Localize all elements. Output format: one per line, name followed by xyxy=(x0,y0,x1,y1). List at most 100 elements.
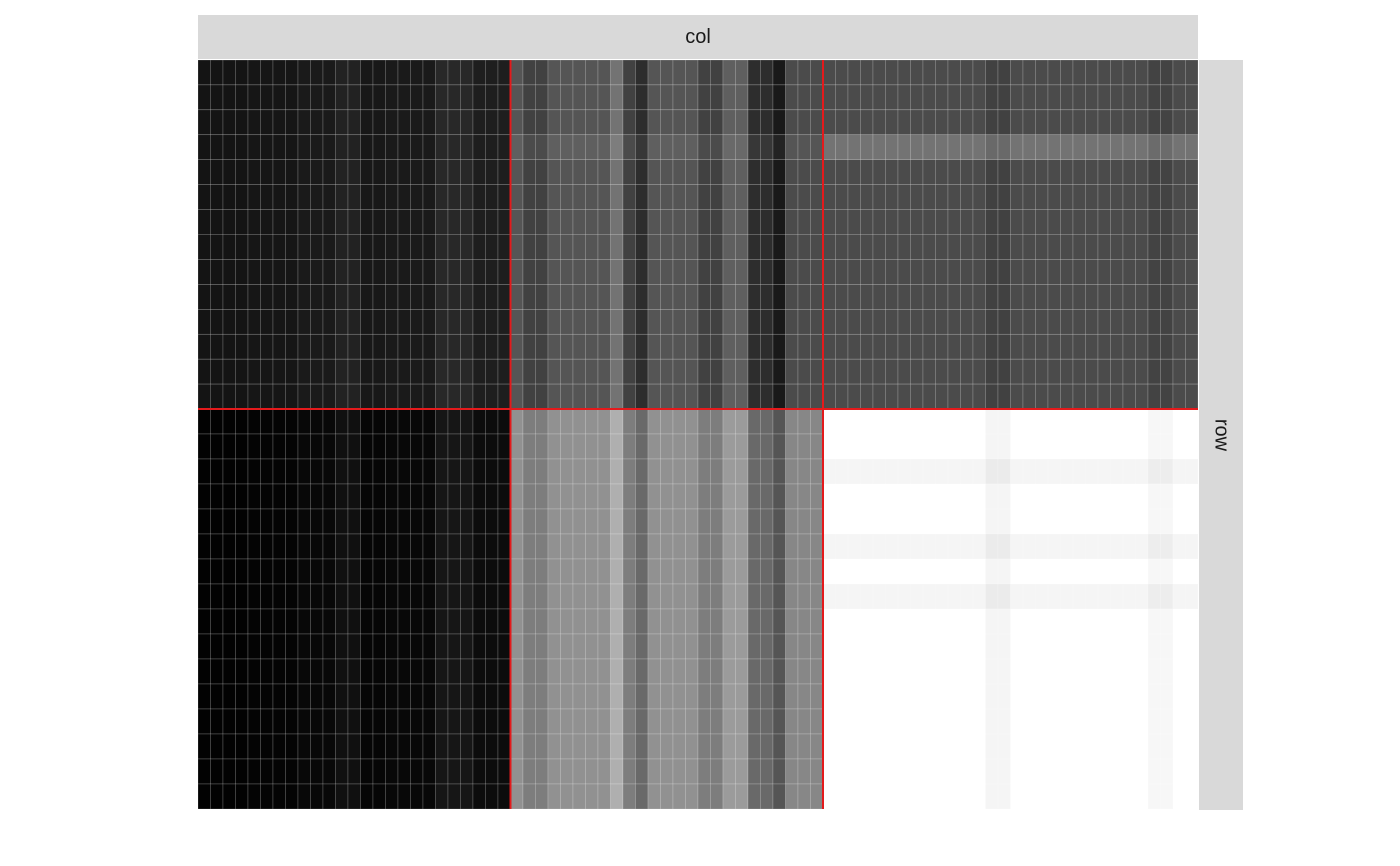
heatmap-cell xyxy=(597,433,611,460)
heatmap-cell xyxy=(1060,683,1074,710)
heatmap-cell xyxy=(785,658,799,685)
heatmap-cell xyxy=(910,309,924,335)
heatmap-cell xyxy=(885,383,899,410)
heatmap-cell xyxy=(522,758,536,785)
heatmap-cell xyxy=(972,184,986,210)
heatmap-cell xyxy=(885,483,899,510)
heatmap-cell xyxy=(910,209,924,235)
heatmap-cell xyxy=(1185,658,1199,685)
heatmap-cell xyxy=(1047,583,1061,610)
heatmap-cell xyxy=(260,683,274,710)
heatmap-cell xyxy=(460,483,474,510)
heatmap-cell xyxy=(297,134,311,160)
heatmap-cell xyxy=(497,284,511,310)
heatmap-cell xyxy=(510,583,524,610)
heatmap-cell xyxy=(310,259,324,285)
heatmap-cell xyxy=(797,533,811,560)
heatmap-cell xyxy=(1022,209,1036,235)
heatmap-cell xyxy=(697,558,711,585)
heatmap-cell xyxy=(935,109,949,136)
heatmap-cell xyxy=(672,608,686,635)
heatmap-cell xyxy=(247,234,261,260)
heatmap-cell xyxy=(997,533,1011,560)
heatmap-cell xyxy=(510,109,524,136)
heatmap-cell xyxy=(935,234,949,260)
heatmap-cell xyxy=(235,184,249,210)
heatmap-cell xyxy=(872,259,886,285)
heatmap-cell xyxy=(310,433,324,460)
heatmap-cell xyxy=(247,84,261,111)
heatmap-cell xyxy=(647,209,661,235)
heatmap-cell xyxy=(397,683,411,710)
heatmap-cell xyxy=(785,109,799,136)
heatmap-cell xyxy=(410,558,424,585)
heatmap-cell xyxy=(685,558,699,585)
heatmap-cell xyxy=(1022,159,1036,185)
heatmap-cell xyxy=(560,358,574,385)
heatmap-cell xyxy=(310,408,324,435)
heatmap-cell xyxy=(847,84,861,111)
heatmap-cell xyxy=(510,358,524,385)
heatmap-cell xyxy=(860,309,874,335)
heatmap-cell xyxy=(672,234,686,260)
heatmap-cell xyxy=(997,433,1011,460)
heatmap-cell xyxy=(547,658,561,685)
heatmap-cell xyxy=(572,159,586,185)
heatmap-cell xyxy=(910,658,924,685)
heatmap-cell xyxy=(910,358,924,385)
heatmap-cell xyxy=(347,783,361,810)
heatmap-cell xyxy=(597,159,611,185)
heatmap-cell xyxy=(322,84,336,111)
heatmap-cell xyxy=(747,483,761,510)
heatmap-cell xyxy=(935,633,949,660)
heatmap-cell xyxy=(635,608,649,635)
heatmap-cell xyxy=(722,184,736,210)
heatmap-cell xyxy=(435,59,449,86)
heatmap-cell xyxy=(747,658,761,685)
heatmap-cell xyxy=(960,758,974,785)
heatmap-cell xyxy=(472,59,486,86)
heatmap-cell xyxy=(760,683,774,710)
heatmap-cell xyxy=(797,209,811,235)
heatmap-cell xyxy=(1172,84,1186,111)
heatmap-cell xyxy=(335,433,349,460)
heatmap-cell xyxy=(572,234,586,260)
heatmap-cell xyxy=(397,783,411,810)
heatmap-cell xyxy=(1160,483,1174,510)
heatmap-cell xyxy=(1110,259,1124,285)
heatmap-cell xyxy=(435,284,449,310)
heatmap-cell xyxy=(1160,533,1174,560)
heatmap-cell xyxy=(797,683,811,710)
heatmap-cell xyxy=(197,758,211,785)
heatmap-cell xyxy=(747,184,761,210)
heatmap-cell xyxy=(1047,758,1061,785)
heatmap-cell xyxy=(560,209,574,235)
heatmap-cell xyxy=(947,533,961,560)
heatmap-cell xyxy=(872,783,886,810)
heatmap-cell xyxy=(1110,583,1124,610)
heatmap-cell xyxy=(560,408,574,435)
heatmap-cell xyxy=(422,309,436,335)
heatmap-cell xyxy=(310,309,324,335)
heatmap-cell xyxy=(372,733,386,760)
heatmap-cell xyxy=(635,458,649,485)
heatmap-cell xyxy=(1085,758,1099,785)
heatmap-cell xyxy=(635,758,649,785)
heatmap-cell xyxy=(822,433,836,460)
heatmap-cell xyxy=(222,783,236,810)
heatmap-cell xyxy=(497,708,511,735)
heatmap-cell xyxy=(272,658,286,685)
heatmap-cell xyxy=(485,184,499,210)
heatmap-cell xyxy=(1160,59,1174,86)
heatmap-cell xyxy=(747,783,761,810)
heatmap-cell xyxy=(685,733,699,760)
heatmap-cell xyxy=(885,608,899,635)
heatmap-cell xyxy=(747,259,761,285)
heatmap-cell xyxy=(347,209,361,235)
heatmap-cell xyxy=(985,458,999,485)
heatmap-cell xyxy=(922,683,936,710)
heatmap-cell xyxy=(1022,234,1036,260)
heatmap-cell xyxy=(235,633,249,660)
heatmap-cell xyxy=(1122,134,1136,160)
heatmap-cell xyxy=(1097,134,1111,160)
